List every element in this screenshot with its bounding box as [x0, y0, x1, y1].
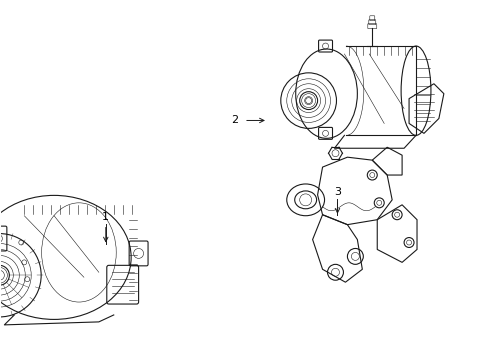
Text: 1: 1 — [102, 212, 109, 222]
Text: 2: 2 — [231, 116, 238, 126]
Text: 3: 3 — [334, 187, 341, 197]
